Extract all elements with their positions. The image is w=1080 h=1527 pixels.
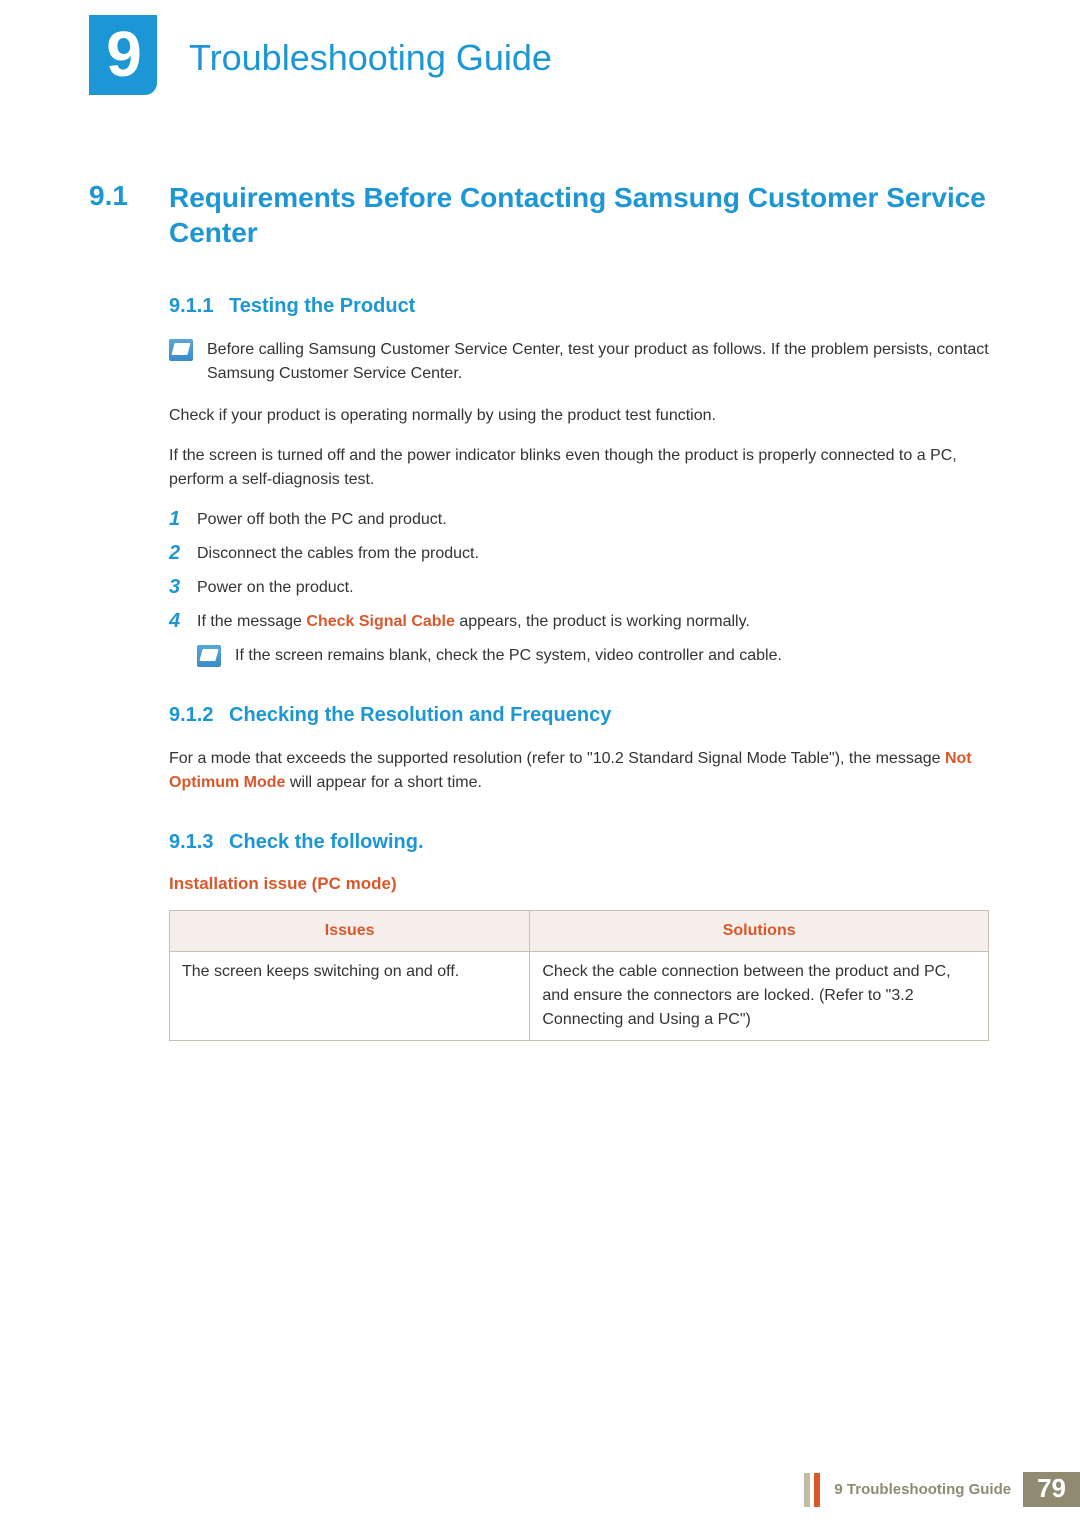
step-text-pre: If the message bbox=[197, 613, 306, 630]
body-text-post: will appear for a short time. bbox=[285, 774, 482, 791]
body-paragraph: For a mode that exceeds the supported re… bbox=[169, 747, 989, 795]
step-number: 3 bbox=[169, 576, 197, 599]
body-paragraph: Check if your product is operating norma… bbox=[169, 404, 989, 428]
subsection-1-title: Testing the Product bbox=[229, 295, 415, 317]
table-header-solutions: Solutions bbox=[530, 911, 989, 952]
subsection-3-heading: 9.1.3 Check the following. bbox=[169, 831, 989, 854]
note-text: If the screen remains blank, check the P… bbox=[235, 644, 782, 668]
step-text: If the message Check Signal Cable appear… bbox=[197, 610, 989, 634]
note-icon bbox=[197, 645, 221, 667]
subsection-3-title: Check the following. bbox=[229, 831, 423, 853]
step-text: Power off both the PC and product. bbox=[197, 508, 989, 532]
step-text: Power on the product. bbox=[197, 576, 989, 600]
step-number: 4 bbox=[169, 610, 197, 633]
step-text-highlight: Check Signal Cable bbox=[306, 613, 455, 630]
table-cell-solution: Check the cable connection between the p… bbox=[530, 952, 989, 1041]
subsection-1-number: 9.1.1 bbox=[169, 295, 213, 317]
note-text: Before calling Samsung Customer Service … bbox=[207, 338, 989, 386]
page-footer: 9 Troubleshooting Guide 79 bbox=[804, 1472, 1080, 1507]
issues-table: Issues Solutions The screen keeps switch… bbox=[169, 910, 989, 1041]
footer-chapter-label: 9 Troubleshooting Guide bbox=[834, 1481, 1011, 1498]
footer-divider bbox=[804, 1473, 810, 1507]
step-item: 1 Power off both the PC and product. bbox=[169, 508, 989, 532]
body-paragraph: If the screen is turned off and the powe… bbox=[169, 444, 989, 492]
footer-page-number: 79 bbox=[1023, 1472, 1080, 1507]
table-header-issues: Issues bbox=[170, 911, 530, 952]
note-block: Before calling Samsung Customer Service … bbox=[169, 338, 989, 386]
chapter-title: Troubleshooting Guide bbox=[189, 37, 552, 79]
subsection-2-heading: 9.1.2 Checking the Resolution and Freque… bbox=[169, 704, 989, 727]
ordered-steps: 1 Power off both the PC and product. 2 D… bbox=[169, 508, 989, 668]
footer-divider bbox=[814, 1473, 820, 1507]
subsection-1-heading: 9.1.1 Testing the Product bbox=[169, 295, 989, 318]
step-text-post: appears, the product is working normally… bbox=[455, 613, 750, 630]
section-heading: 9.1 Requirements Before Contacting Samsu… bbox=[89, 180, 989, 250]
chapter-header: 9 Troubleshooting Guide bbox=[89, 15, 552, 95]
table-caption: Installation issue (PC mode) bbox=[169, 874, 989, 894]
chapter-number-box: 9 bbox=[89, 15, 157, 95]
table-row: The screen keeps switching on and off. C… bbox=[170, 952, 989, 1041]
step-subnote: If the screen remains blank, check the P… bbox=[197, 644, 989, 668]
body-text-pre: For a mode that exceeds the supported re… bbox=[169, 750, 945, 767]
step-item: 4 If the message Check Signal Cable appe… bbox=[169, 610, 989, 634]
step-number: 1 bbox=[169, 508, 197, 531]
step-text: Disconnect the cables from the product. bbox=[197, 542, 989, 566]
section-number: 9.1 bbox=[89, 180, 169, 212]
page-content: 9.1 Requirements Before Contacting Samsu… bbox=[89, 180, 989, 1041]
subsection-2-number: 9.1.2 bbox=[169, 704, 213, 726]
step-item: 2 Disconnect the cables from the product… bbox=[169, 542, 989, 566]
table-cell-issue: The screen keeps switching on and off. bbox=[170, 952, 530, 1041]
note-icon bbox=[169, 339, 193, 361]
subsection-2-title: Checking the Resolution and Frequency bbox=[229, 704, 611, 726]
subsection-3-number: 9.1.3 bbox=[169, 831, 213, 853]
section-title: Requirements Before Contacting Samsung C… bbox=[169, 180, 989, 250]
step-number: 2 bbox=[169, 542, 197, 565]
step-item: 3 Power on the product. bbox=[169, 576, 989, 600]
table-header-row: Issues Solutions bbox=[170, 911, 989, 952]
